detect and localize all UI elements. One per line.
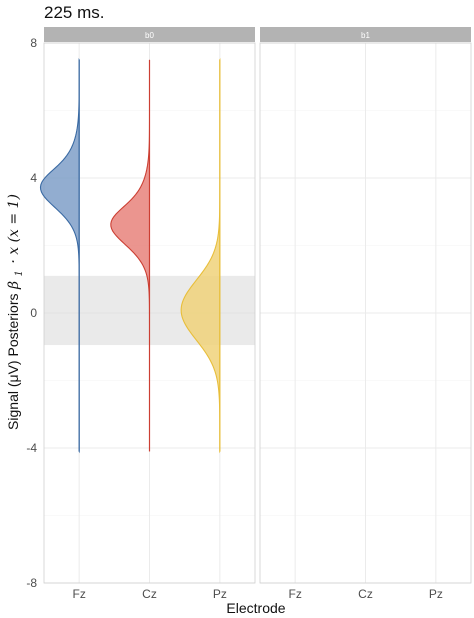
y-tick-label: 8 xyxy=(30,36,37,50)
strip-background xyxy=(260,27,471,42)
panel-border xyxy=(43,42,256,584)
y-axis-title-subscript: 1 xyxy=(14,270,25,276)
panels: b0 Fz Cz Pz b1 Fz Cz Pz xyxy=(39,27,472,601)
chart-title: 225 ms. xyxy=(44,3,104,22)
violin-fz xyxy=(39,58,80,454)
y-axis-title: Signal (μV) Posteriors β 1 · x (x = 1) xyxy=(5,194,26,430)
panel-b0: b0 Fz Cz Pz xyxy=(39,27,256,601)
x-axis-title: Electrode xyxy=(226,600,285,616)
y-tick-label: -8 xyxy=(26,576,37,590)
y-tick-label: 0 xyxy=(30,306,37,320)
violin-cz xyxy=(110,59,151,452)
panel-b1: b1 Fz Cz Pz xyxy=(259,27,472,601)
violin-pz xyxy=(180,57,221,454)
x-tick-label: Pz xyxy=(213,587,227,601)
y-tick-label: -4 xyxy=(26,441,37,455)
strip-background xyxy=(44,27,255,42)
y-axis-title-text: Signal (μV) Posteriors xyxy=(5,293,21,429)
x-tick-label: Cz xyxy=(142,587,157,601)
svg-text:Signal (μV) Posteriors: Signal (μV) Posteriors β 1 · x (x = 1) xyxy=(5,194,26,430)
strip-label: b1 xyxy=(361,31,370,40)
x-tick-label: Fz xyxy=(288,587,301,601)
x-tick-label: Pz xyxy=(429,587,443,601)
y-axis-title-beta: β xyxy=(6,281,22,290)
x-tick-label: Cz xyxy=(358,587,373,601)
panel-border xyxy=(259,42,472,584)
y-axis-title-math: · x (x = 1) xyxy=(6,194,22,264)
x-tick-label: Fz xyxy=(72,587,85,601)
y-tick-label: 4 xyxy=(30,171,37,185)
y-axis: -8 -4 0 4 8 xyxy=(26,36,37,590)
strip-label: b0 xyxy=(145,31,154,40)
